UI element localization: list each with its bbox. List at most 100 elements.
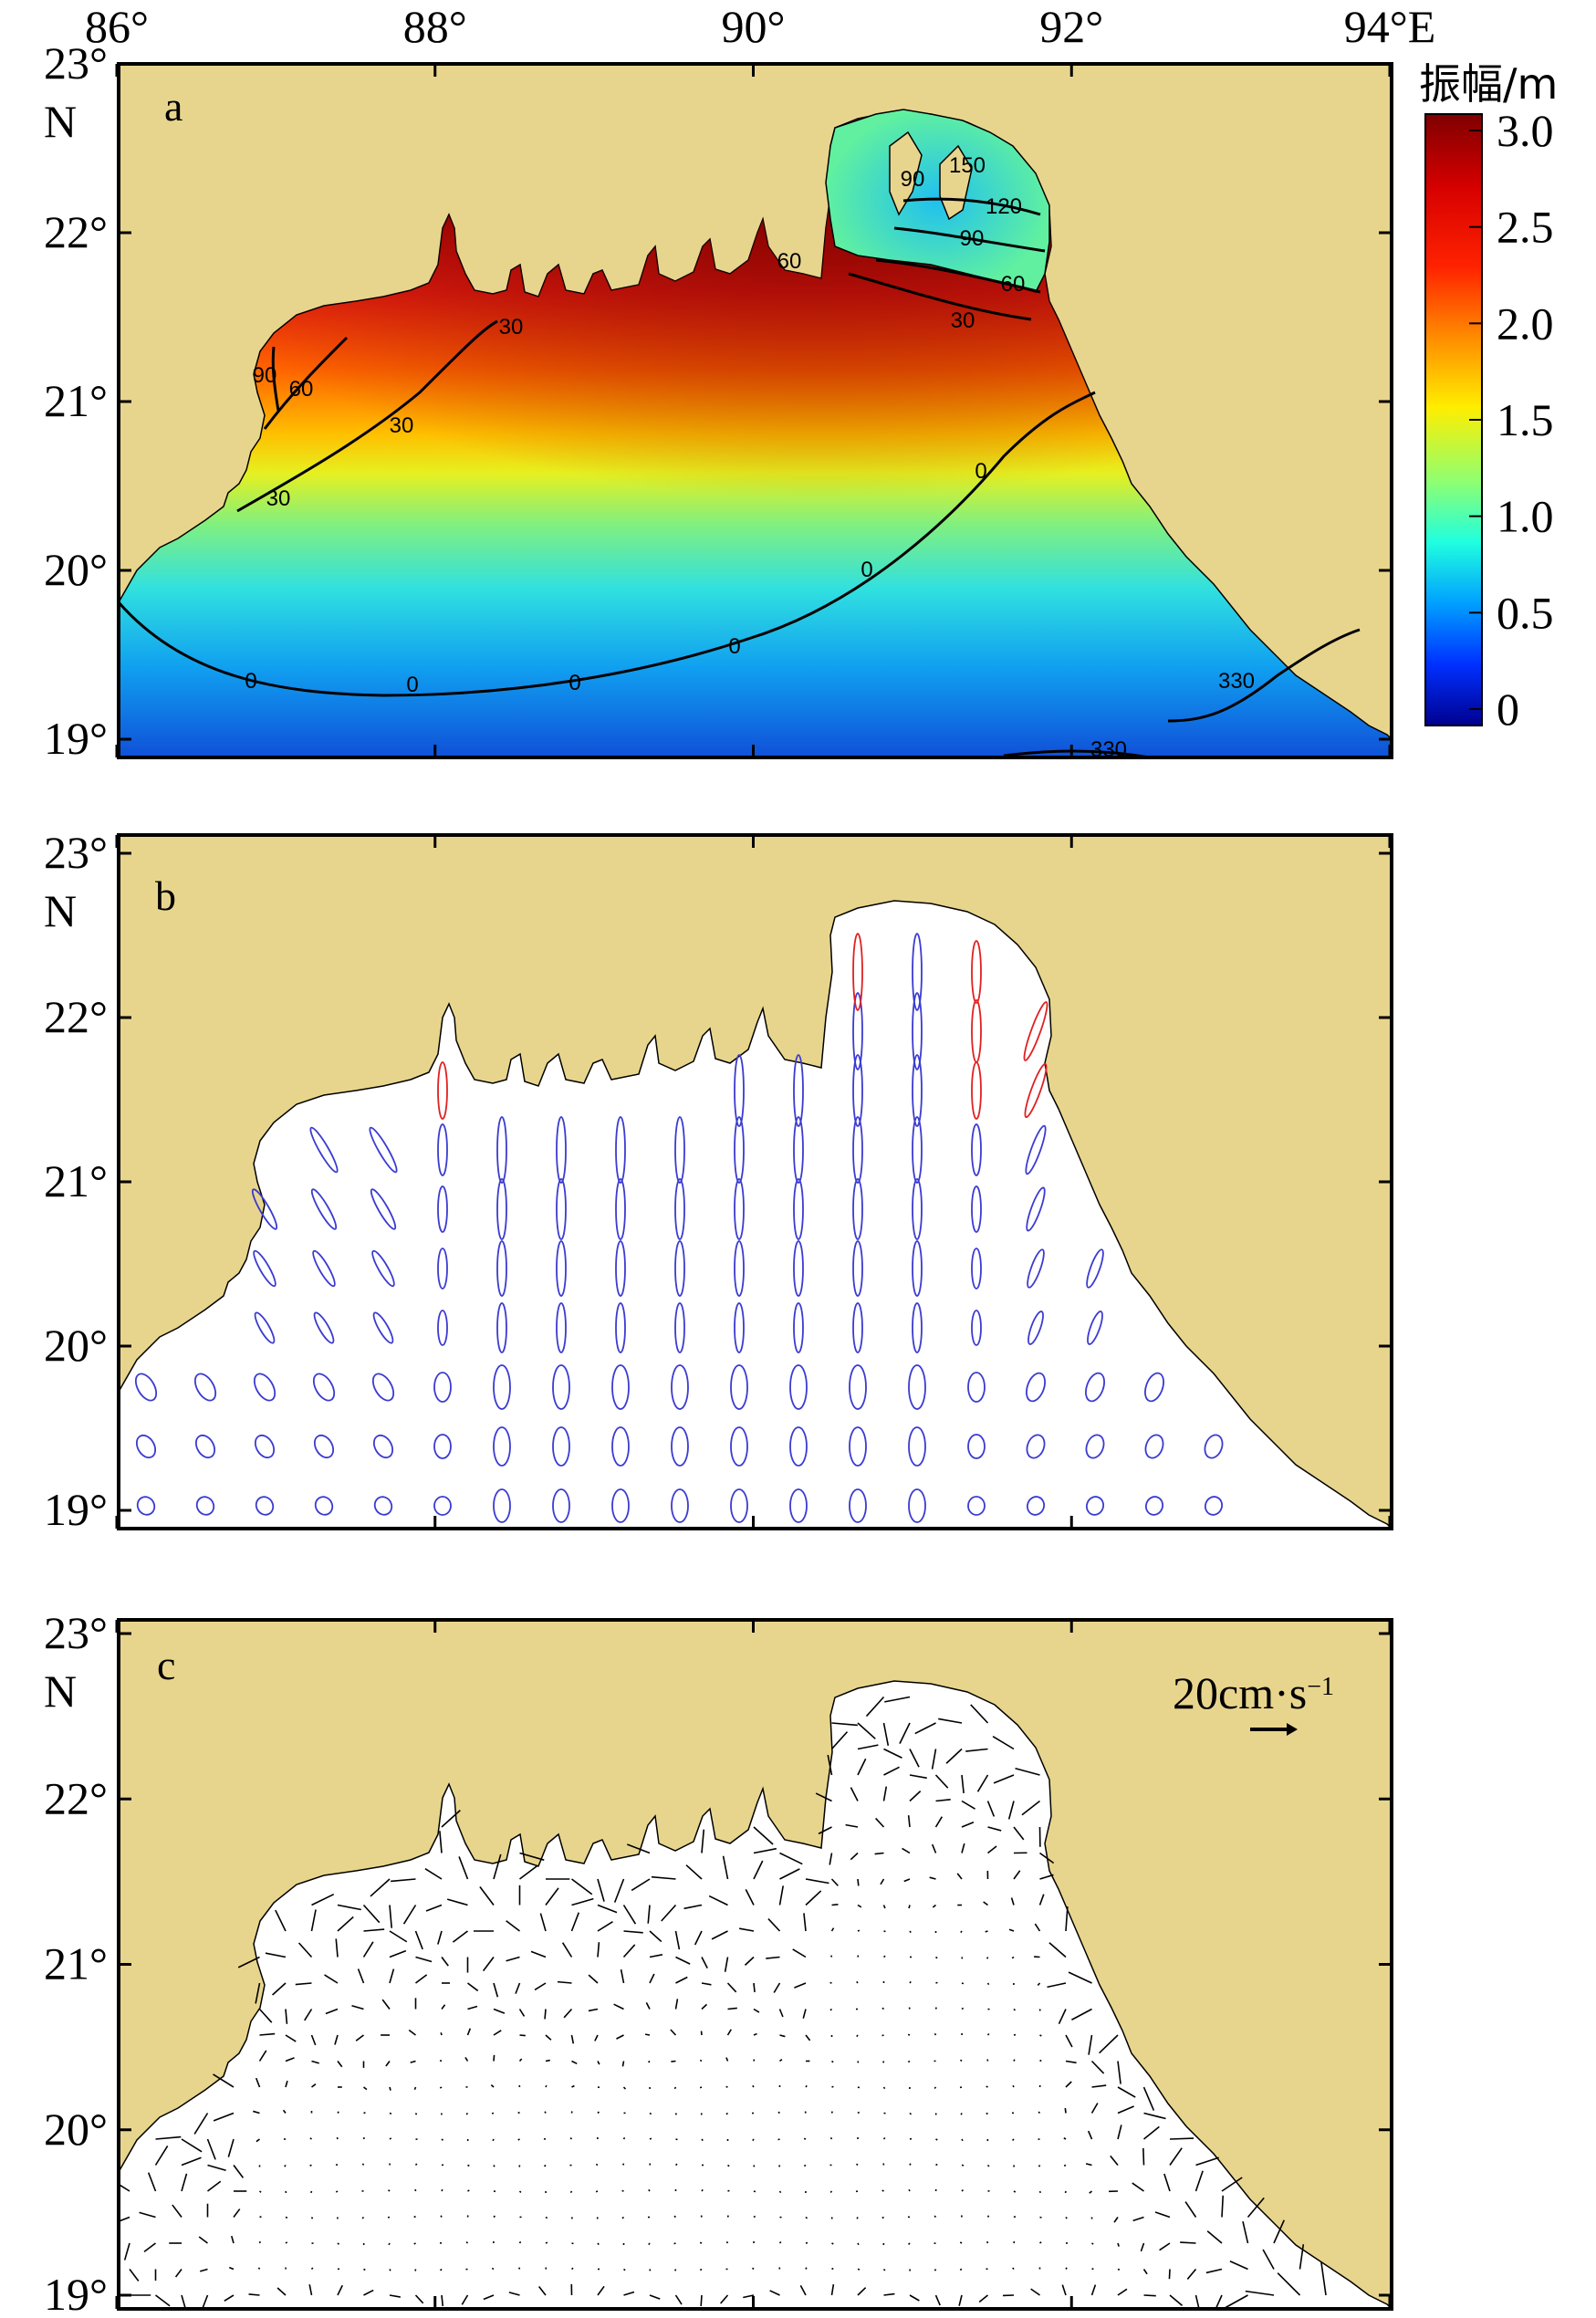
current-vector [181, 2138, 203, 2153]
current-vector [850, 1852, 859, 1861]
current-vector [986, 1957, 989, 1959]
current-vector [622, 2163, 625, 2166]
current-vector [1143, 2294, 1156, 2297]
current-vector [1154, 2211, 1171, 2219]
tidal-ellipse [1144, 1372, 1164, 1403]
tidal-ellipse [908, 1426, 926, 1467]
current-vector [415, 1974, 428, 1984]
current-vector [1194, 2294, 1200, 2309]
current-vector [154, 2146, 169, 2166]
cotidal-label: 120 [986, 194, 1022, 219]
current-vector [464, 2057, 469, 2062]
current-vector [441, 2188, 443, 2192]
current-vector [515, 1982, 521, 1994]
current-vector [701, 1982, 712, 1986]
tidal-ellipse [734, 1178, 745, 1240]
cotidal-line [1003, 749, 1151, 757]
current-vector [613, 1878, 625, 1903]
current-vector [700, 2113, 703, 2115]
current-vector [934, 2215, 937, 2219]
current-vector [272, 1982, 287, 1996]
current-vector [934, 1774, 949, 1789]
lon-tick-label: 92° [1039, 1, 1103, 52]
current-vector [570, 1912, 580, 1932]
tidal-ellipse [967, 1434, 986, 1459]
current-vector [506, 1956, 520, 1962]
current-vector [441, 1957, 449, 1967]
current-vector [1008, 1928, 1015, 1932]
current-vector [311, 2083, 317, 2088]
current-vector [414, 1930, 423, 1950]
current-vector [778, 2165, 781, 2167]
current-vector [935, 2138, 938, 2141]
current-vector [362, 1904, 381, 1924]
current-vector [1180, 2241, 1196, 2244]
current-vector [408, 2029, 416, 2036]
lon-tick-label: 94°E [1344, 1, 1436, 52]
current-vector [613, 2003, 624, 2010]
current-vector [753, 2032, 757, 2036]
current-vector [361, 2216, 365, 2219]
current-vector [708, 1895, 728, 1906]
current-vector [596, 2217, 599, 2219]
cotidal-lines [119, 197, 1361, 757]
cotidal-label: 90 [960, 226, 985, 251]
lat-tick-label: 23° [44, 37, 108, 89]
current-vector [441, 2138, 444, 2141]
current-vector [959, 2059, 963, 2062]
tidal-ellipse [615, 1116, 626, 1184]
tidal-ellipse [730, 1426, 748, 1467]
tidal-ellipse [253, 1249, 276, 1288]
current-vector [1065, 1906, 1069, 1932]
current-vector [857, 1955, 860, 1958]
current-vector [753, 2215, 756, 2219]
current-vector [414, 2294, 424, 2304]
current-vector [908, 2242, 911, 2245]
current-vector [649, 2163, 652, 2166]
current-vector [724, 1957, 729, 1972]
colorbar-tick-label: 3.0 [1497, 105, 1554, 156]
current-vector [803, 2164, 807, 2167]
current-vector [275, 1909, 287, 1932]
current-vector [437, 1930, 443, 1945]
current-vector [753, 1860, 764, 1880]
current-vector [956, 1873, 963, 1880]
current-vector [929, 1876, 936, 1880]
current-vector [517, 2111, 520, 2114]
current-vector [207, 2180, 222, 2192]
tidal-ellipse [134, 1373, 158, 1402]
current-vector [1299, 2244, 1305, 2270]
current-vector [362, 2136, 365, 2140]
tidal-ellipse [674, 1240, 685, 1297]
current-vector [685, 1864, 703, 1880]
current-vector [571, 2060, 578, 2065]
current-vector [903, 1878, 911, 1883]
lat-tick-label: 22° [44, 1772, 108, 1823]
tidal-ellipse [849, 1488, 867, 1523]
current-vector [1186, 2268, 1197, 2280]
current-vector [726, 1982, 737, 1993]
current-vector [831, 1722, 858, 1727]
current-vector [779, 1868, 800, 1880]
current-vector [752, 2138, 755, 2142]
current-vector [1159, 2242, 1171, 2251]
cotidal-label: 90 [901, 167, 925, 192]
current-vector [986, 1982, 990, 1986]
tidal-ellipse [1027, 1248, 1045, 1289]
current-vector [1225, 2294, 1248, 2309]
current-vector [753, 2190, 756, 2193]
current-vector [370, 1878, 391, 1897]
cotidal-label: 30 [266, 486, 291, 511]
current-vector [701, 2188, 704, 2192]
cotidal-label: 30 [390, 413, 414, 438]
current-vector [931, 1843, 937, 1853]
current-vector [725, 2240, 729, 2244]
current-vector [907, 1815, 911, 1828]
current-vector [310, 2217, 314, 2219]
current-vector [413, 2242, 416, 2245]
current-vector [1012, 2084, 1015, 2088]
current-vector [284, 2165, 287, 2167]
tidal-ellipse [971, 1123, 982, 1176]
current-vector [595, 2163, 599, 2167]
current-vector [875, 1817, 885, 1828]
